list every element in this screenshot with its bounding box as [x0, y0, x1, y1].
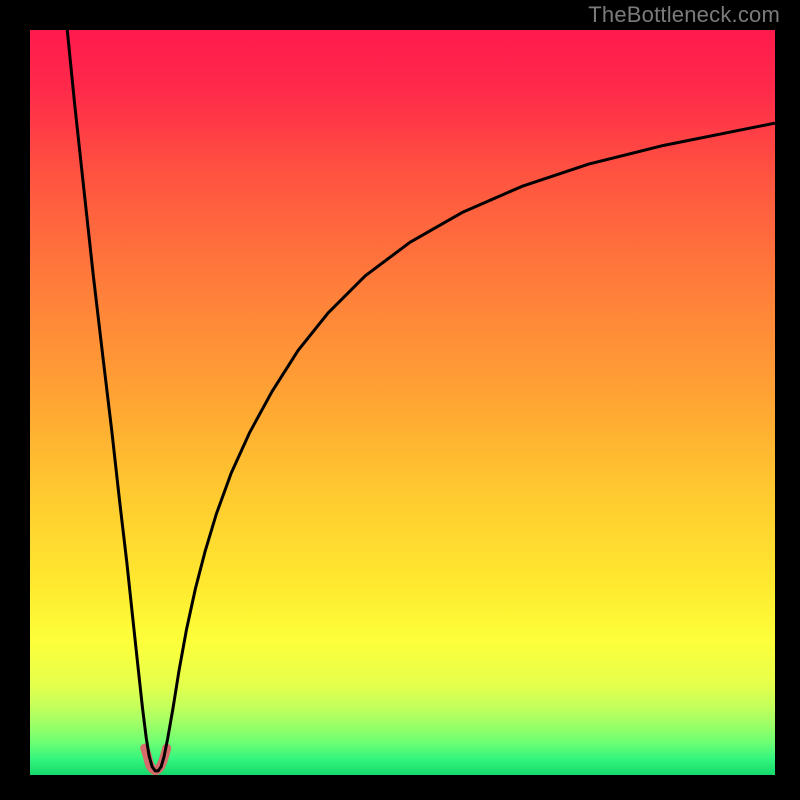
chart-container: TheBottleneck.com: [0, 0, 800, 800]
bottleneck-curve: [67, 30, 775, 771]
watermark-text: TheBottleneck.com: [588, 2, 780, 28]
curve-layer: [30, 30, 775, 775]
plot-area: [30, 30, 775, 775]
